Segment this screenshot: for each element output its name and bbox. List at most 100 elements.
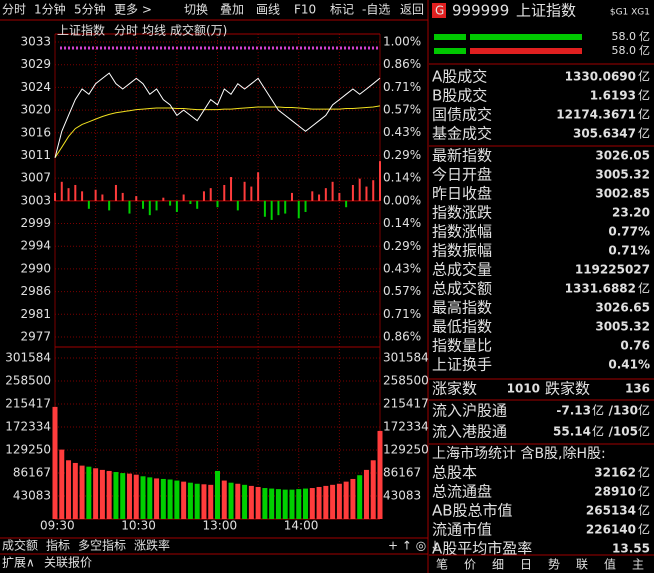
y-tick-label: 3024 xyxy=(20,80,51,94)
y2-tick-label: 0.29% xyxy=(383,148,421,162)
quote-value: 3026.65 xyxy=(595,301,650,315)
toolbar-tab[interactable]: 叠加 xyxy=(220,3,244,17)
panel-tab[interactable]: 日 xyxy=(520,558,532,572)
ratio-bar xyxy=(379,161,381,201)
footer-tab[interactable]: 关联报价 xyxy=(44,555,92,570)
ratio-bar xyxy=(74,184,77,201)
ratio-bar xyxy=(324,188,327,201)
volume-bar xyxy=(106,470,112,519)
turnover-label: B股成交 xyxy=(432,87,487,105)
volume-bar xyxy=(330,484,336,519)
ratio-bar xyxy=(67,188,70,201)
quote-label: 总成交量 xyxy=(432,261,492,279)
y2-tick-label: 0.43% xyxy=(383,262,421,276)
volume-bar xyxy=(208,484,214,519)
ratio-bar xyxy=(304,200,307,212)
panel-tab[interactable]: 势 xyxy=(548,558,560,572)
bottom-tab-bg xyxy=(429,555,654,573)
volume-bar xyxy=(154,478,160,519)
flow-bar-head xyxy=(434,48,466,54)
panel-tab[interactable]: 价 xyxy=(464,558,476,572)
breadth-up-label: 涨家数 xyxy=(432,380,477,398)
market-label: A股平均市盈率 xyxy=(432,540,532,558)
panel-tab[interactable]: 笔 xyxy=(436,557,448,572)
quote-value: 3005.32 xyxy=(595,168,650,182)
quote-value: 0.76 xyxy=(620,339,650,353)
ratio-bar xyxy=(202,191,205,201)
market-unit: 亿 xyxy=(638,465,650,480)
panel-tab[interactable]: 值 xyxy=(604,557,616,572)
toolbar-tab[interactable]: 标记 xyxy=(330,3,354,17)
y2-tick-label: 0.14% xyxy=(383,171,421,185)
volume-tick-label: 258500 xyxy=(5,374,51,388)
quote-label: 指数涨幅 xyxy=(432,223,492,241)
toolbar-tab[interactable]: 返回 xyxy=(400,3,424,17)
turnover-value: 1.6193 xyxy=(590,89,636,103)
toolbar-tab[interactable]: -自选 xyxy=(362,3,390,17)
volume-bar xyxy=(79,465,85,519)
volume-tick-label: 129250 xyxy=(5,443,51,457)
toolbar-tab[interactable]: 画线 xyxy=(256,3,280,17)
volume-bar xyxy=(201,484,207,519)
indicator-tab[interactable]: 指标 xyxy=(46,538,70,553)
footer-tab[interactable]: 扩展∧ xyxy=(2,556,35,570)
volume-bar xyxy=(296,489,302,519)
panel-tab[interactable]: 细 xyxy=(492,558,504,572)
toolbar-tab[interactable]: 切换 xyxy=(184,3,208,17)
quote-label: 最低指数 xyxy=(432,318,492,336)
volume-bar xyxy=(255,486,261,519)
quote-label: 最新指数 xyxy=(432,147,492,165)
toolbar-tab[interactable]: 1分钟 xyxy=(34,2,66,17)
volume-bar xyxy=(350,478,356,519)
ratio-bar xyxy=(351,184,354,201)
volume-tick-label-right: 301584 xyxy=(383,351,429,365)
tool-icons[interactable]: + ↑ ◎ ↓ xyxy=(388,539,440,553)
volume-bar xyxy=(133,474,139,519)
breadth-down-label: 跌家数 xyxy=(545,380,590,398)
volume-tick-label: 172334 xyxy=(5,419,51,433)
quote-value: 1331.6882 xyxy=(565,282,636,296)
volume-bar xyxy=(269,488,275,519)
y2-tick-label: 0.71% xyxy=(383,307,421,321)
volume-bar xyxy=(174,480,180,519)
volume-bar xyxy=(52,406,58,519)
y2-tick-label: 0.86% xyxy=(383,330,421,344)
ratio-bar xyxy=(365,186,368,201)
y-tick-label: 2981 xyxy=(20,307,51,321)
flow-unit: 亿 xyxy=(639,44,650,57)
flow-value: 58.0 xyxy=(612,44,637,57)
ratio-bar xyxy=(101,194,104,201)
toolbar-tab[interactable]: 5分钟 xyxy=(74,2,106,17)
indicator-tab[interactable]: 成交额 xyxy=(2,538,38,553)
indicator-tab[interactable]: 涨跌率 xyxy=(134,538,170,553)
toolbar-tab[interactable]: 更多 > xyxy=(114,3,152,17)
ratio-bar xyxy=(216,200,219,208)
ratio-bar xyxy=(250,186,253,201)
volume-bar xyxy=(181,481,187,519)
quote-label: 今日开盘 xyxy=(432,166,492,184)
panel-tab[interactable]: 主 xyxy=(632,558,644,572)
y-tick-label: 2986 xyxy=(20,284,51,298)
y2-tick-label: 0.71% xyxy=(383,80,421,94)
market-unit: 亿 xyxy=(638,484,650,499)
volume-bar xyxy=(343,481,349,519)
connect-unit2: 亿 xyxy=(638,424,650,439)
badge: G xyxy=(435,4,444,18)
indicator-tab[interactable]: 多空指标 xyxy=(78,538,126,553)
toolbar-tab[interactable]: F10 xyxy=(294,3,316,17)
volume-bar xyxy=(357,475,363,519)
turnover-unit: 亿 xyxy=(638,126,650,141)
volume-bar xyxy=(289,489,295,519)
y-tick-label: 2977 xyxy=(20,330,51,344)
connect-unit: 亿 xyxy=(592,424,604,439)
panel-tab[interactable]: 联 xyxy=(576,558,588,572)
legend-entry: 上证指数 xyxy=(57,23,105,38)
ratio-bar xyxy=(270,200,273,220)
volume-bar xyxy=(377,430,383,519)
ratio-bar xyxy=(297,200,300,219)
turnover-label: 国债成交 xyxy=(432,106,492,124)
ratio-bar xyxy=(128,200,131,214)
ratio-bar xyxy=(162,197,165,201)
toolbar-tab[interactable]: 分时 xyxy=(2,3,26,17)
volume-bar xyxy=(323,485,329,519)
